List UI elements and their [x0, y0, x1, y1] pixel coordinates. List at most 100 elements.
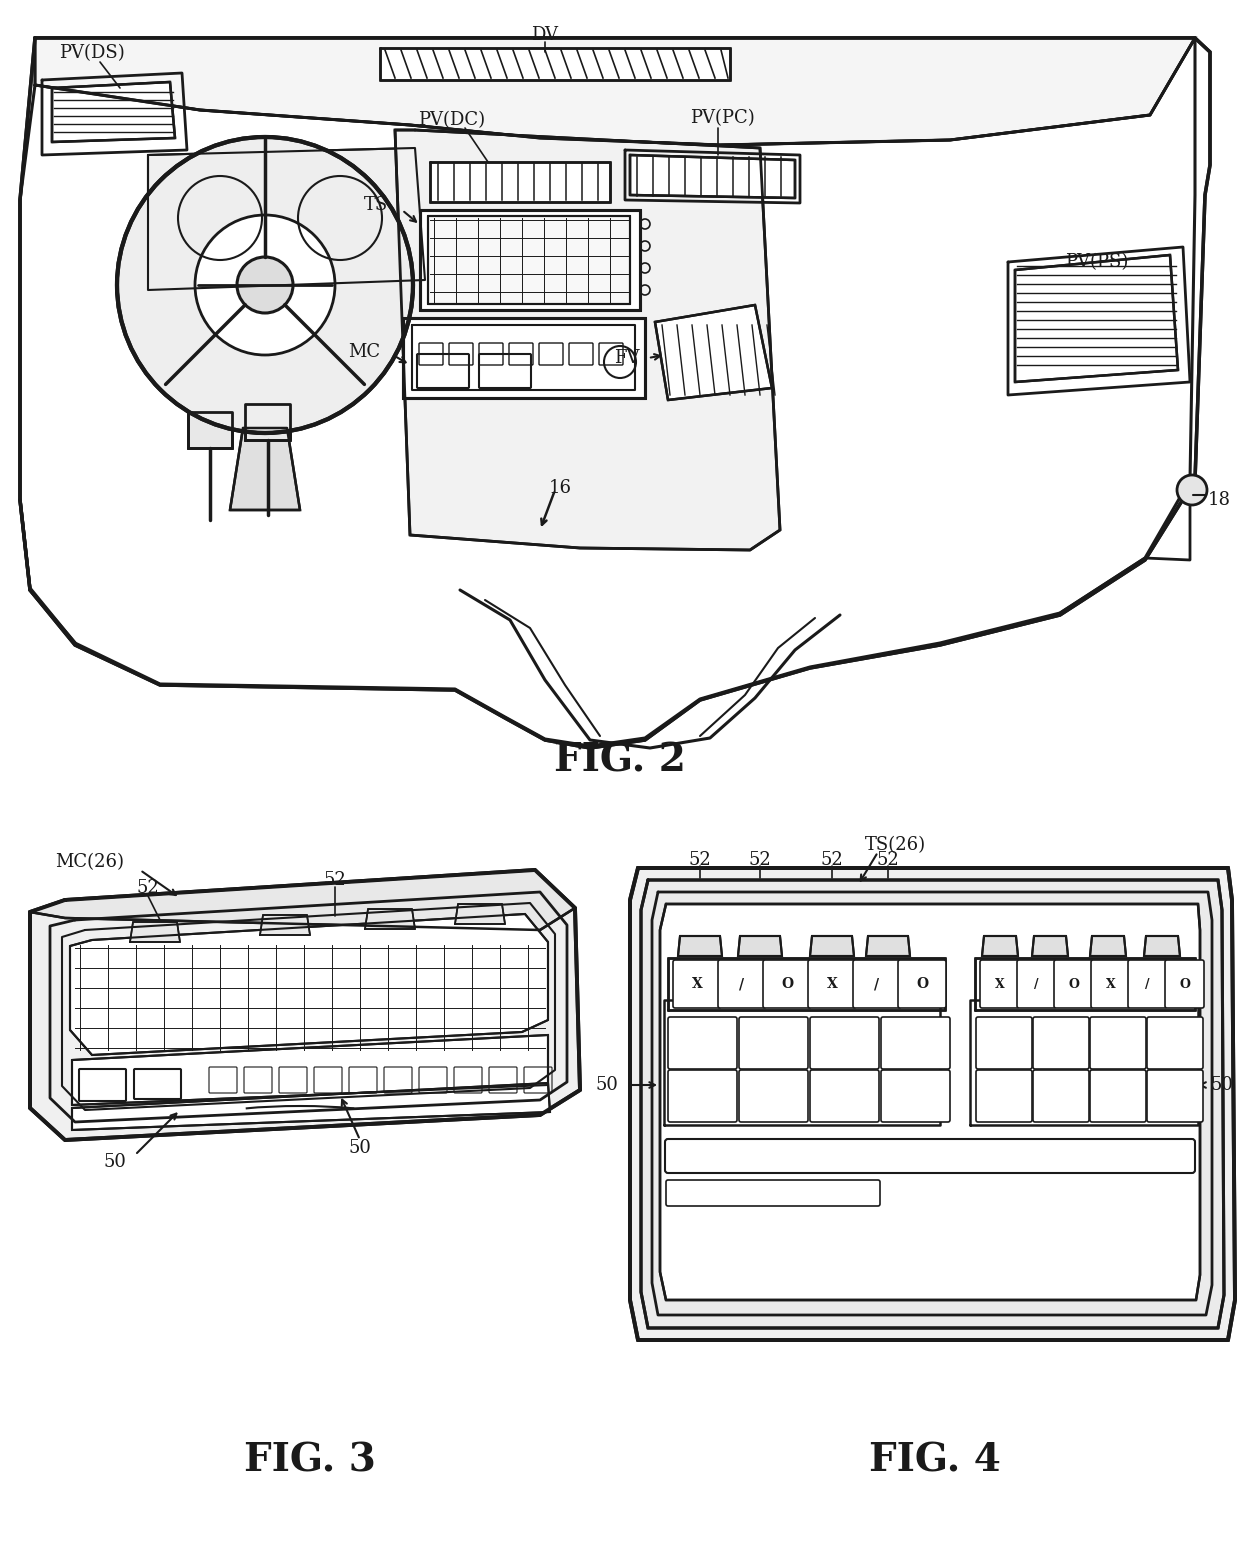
Polygon shape — [1016, 255, 1178, 381]
Polygon shape — [630, 156, 795, 198]
Text: 50: 50 — [104, 1154, 126, 1171]
Polygon shape — [30, 870, 575, 930]
Text: 50: 50 — [1210, 1076, 1233, 1095]
Text: X: X — [692, 976, 702, 990]
FancyBboxPatch shape — [880, 1070, 950, 1123]
Text: 52: 52 — [688, 852, 712, 869]
Polygon shape — [379, 48, 730, 79]
FancyBboxPatch shape — [1090, 1070, 1146, 1123]
FancyBboxPatch shape — [980, 961, 1019, 1007]
FancyBboxPatch shape — [668, 1017, 737, 1070]
Polygon shape — [148, 148, 425, 290]
FancyBboxPatch shape — [1033, 1070, 1089, 1123]
FancyBboxPatch shape — [1091, 961, 1130, 1007]
Polygon shape — [72, 1084, 551, 1130]
Text: /: / — [739, 976, 744, 990]
FancyBboxPatch shape — [79, 1070, 126, 1101]
FancyBboxPatch shape — [880, 1017, 950, 1070]
Text: 52: 52 — [749, 852, 771, 869]
Text: 52: 52 — [821, 852, 843, 869]
Polygon shape — [396, 129, 780, 550]
Text: PV(DS): PV(DS) — [60, 44, 125, 62]
Text: TS: TS — [363, 196, 388, 213]
Text: 52: 52 — [877, 852, 899, 869]
Polygon shape — [365, 909, 415, 930]
FancyBboxPatch shape — [763, 961, 811, 1007]
Text: TS(26): TS(26) — [864, 836, 925, 853]
FancyBboxPatch shape — [718, 961, 766, 1007]
Polygon shape — [678, 936, 722, 956]
Polygon shape — [630, 867, 1235, 1341]
FancyBboxPatch shape — [810, 1017, 879, 1070]
Polygon shape — [130, 922, 180, 942]
Polygon shape — [428, 216, 630, 304]
FancyBboxPatch shape — [417, 353, 469, 388]
FancyBboxPatch shape — [1128, 961, 1167, 1007]
Polygon shape — [30, 870, 580, 1140]
FancyBboxPatch shape — [739, 1070, 808, 1123]
Polygon shape — [72, 1035, 548, 1105]
Text: MC(26): MC(26) — [55, 853, 124, 870]
Polygon shape — [660, 905, 1200, 1300]
FancyBboxPatch shape — [1017, 961, 1056, 1007]
Polygon shape — [982, 936, 1018, 956]
FancyBboxPatch shape — [976, 1070, 1032, 1123]
FancyBboxPatch shape — [1090, 1017, 1146, 1070]
FancyBboxPatch shape — [739, 1017, 808, 1070]
Polygon shape — [20, 37, 1210, 747]
Polygon shape — [229, 428, 300, 511]
Polygon shape — [975, 958, 1195, 1010]
Circle shape — [117, 137, 413, 433]
FancyBboxPatch shape — [898, 961, 946, 1007]
Text: 18: 18 — [1208, 490, 1231, 509]
Text: O: O — [1179, 978, 1190, 990]
FancyBboxPatch shape — [1033, 1017, 1089, 1070]
FancyBboxPatch shape — [810, 1070, 879, 1123]
Polygon shape — [455, 905, 505, 923]
Circle shape — [237, 257, 293, 313]
Text: X: X — [1106, 978, 1115, 990]
Polygon shape — [52, 83, 175, 142]
Text: 52: 52 — [136, 880, 160, 897]
Polygon shape — [1032, 936, 1068, 956]
Polygon shape — [260, 916, 310, 936]
FancyBboxPatch shape — [808, 961, 856, 1007]
FancyBboxPatch shape — [1166, 961, 1204, 1007]
Text: O: O — [1068, 978, 1079, 990]
Text: O: O — [916, 976, 928, 990]
Text: /: / — [874, 976, 879, 990]
Text: 16: 16 — [548, 480, 572, 497]
Polygon shape — [35, 37, 1195, 145]
FancyBboxPatch shape — [673, 961, 720, 1007]
Polygon shape — [246, 403, 290, 441]
Polygon shape — [655, 305, 773, 400]
Polygon shape — [668, 958, 945, 1010]
FancyBboxPatch shape — [1147, 1017, 1203, 1070]
Polygon shape — [430, 162, 610, 202]
Circle shape — [1177, 475, 1207, 504]
Circle shape — [195, 215, 335, 355]
Text: FIG. 2: FIG. 2 — [554, 741, 686, 778]
FancyBboxPatch shape — [976, 1017, 1032, 1070]
FancyBboxPatch shape — [853, 961, 901, 1007]
Text: DV: DV — [532, 26, 558, 44]
Text: PV(PS): PV(PS) — [1065, 252, 1128, 271]
Text: PV(DC): PV(DC) — [418, 111, 486, 129]
Polygon shape — [69, 914, 548, 1056]
Polygon shape — [738, 936, 782, 956]
Polygon shape — [866, 936, 910, 956]
Polygon shape — [420, 210, 640, 310]
Text: FIG. 3: FIG. 3 — [244, 1440, 376, 1479]
Polygon shape — [641, 880, 1224, 1328]
FancyBboxPatch shape — [479, 353, 531, 388]
Text: PV(PC): PV(PC) — [689, 109, 755, 128]
Polygon shape — [188, 413, 232, 448]
Polygon shape — [1145, 936, 1180, 956]
FancyBboxPatch shape — [134, 1070, 181, 1099]
Text: 50: 50 — [595, 1076, 618, 1095]
Text: /: / — [1146, 978, 1149, 990]
Text: 52: 52 — [324, 870, 346, 889]
FancyBboxPatch shape — [1054, 961, 1092, 1007]
Text: X: X — [827, 976, 837, 990]
FancyBboxPatch shape — [668, 1070, 737, 1123]
